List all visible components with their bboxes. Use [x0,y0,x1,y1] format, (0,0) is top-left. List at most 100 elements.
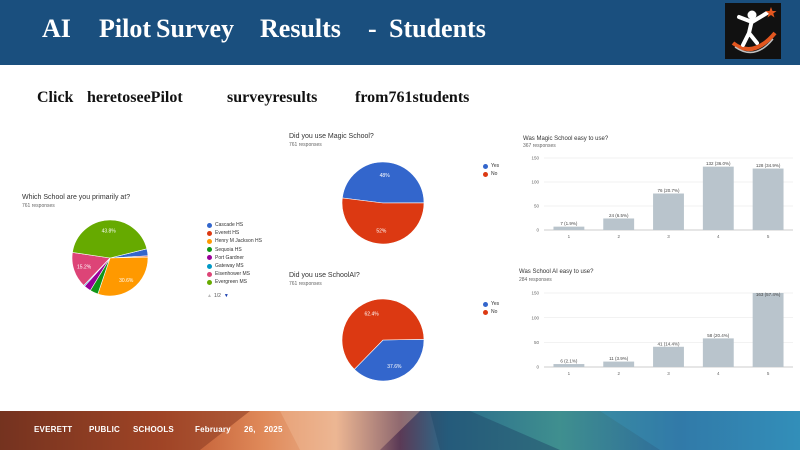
y-tick-label: 150 [531,156,539,161]
pie-slice-label: 30.6% [119,278,134,284]
legend-swatch [207,263,212,269]
bar [702,166,734,230]
chart-schoolai-pie: 37.6% 62.4% [341,298,425,382]
legend-item: Eisenhower MS [207,270,262,278]
legend-swatch [207,255,212,261]
pie-slice-0 [353,338,425,382]
chart-school-title: Which School are you primarily at? [22,194,131,201]
bar [553,226,585,230]
pie-slice-7 [72,220,148,259]
bar [702,338,734,367]
legend-swatch [207,238,212,244]
footer-word: February [195,425,231,434]
chart-schoolai-subtitle: 761 responses [289,281,322,287]
title-word: Survey [156,14,234,43]
chart-magic-pie: 48% 52% [341,161,425,245]
chart-magic-ease-title: Was Magic School easy to use? [523,136,609,142]
legend-swatch [483,309,488,315]
x-tick-label: 4 [717,371,720,376]
y-tick-label: 0 [536,365,539,370]
legend-label: Cascade HS [215,222,244,229]
chart-schoolai-title: Did you use SchoolAI? [289,272,360,279]
pager-prev-icon[interactable]: ▲ [207,293,212,299]
legend-label: Yes [491,163,500,170]
legend-item: Yes [483,162,499,170]
legend-swatch [207,230,212,236]
subtitle-word: surveyresults [227,89,318,106]
bar [752,293,784,367]
bar [553,364,585,367]
x-tick-label: 5 [767,234,770,239]
footer-word: SCHOOLS [133,425,174,434]
pie-slice-label: 43.8% [102,228,117,234]
header-bar [0,0,800,65]
footer-caption: EVERETT PUBLIC SCHOOLS February 26, 2025 [34,425,283,434]
subtitle-word: Click [37,89,74,106]
x-tick-label: 1 [568,234,571,239]
survey-link-text[interactable]: Click heretoseePilot surveyresults from7… [37,89,469,107]
footer-word: 2025 [264,425,283,434]
x-tick-label: 5 [767,371,770,376]
legend-label: Gateway MS [215,263,244,270]
legend-label: No [491,309,498,316]
bar [603,218,635,230]
chart-school-pie: 30.6% 15.2% 43.8% [71,220,149,297]
bar-value-label: 163 (57.4%) [756,292,781,297]
legend-label: Yes [491,301,500,308]
legend-swatch [483,301,488,307]
chart-schoolai-ease-bar: 0 50 100 150 6 (2.1%) 1 11 (3.9%) 2 41 (14.4%) 3 5… [531,291,793,376]
pie-slice-label: 37.6% [387,364,402,370]
y-tick-label: 100 [531,180,539,185]
chart-school-legend: Cascade HS Everett HS Henry M Jackson HS Se… [207,221,262,287]
logo-figure-icon [731,7,777,54]
footer-word: PUBLIC [89,425,120,434]
title-word: Results [260,14,341,43]
footer-word: 26, [244,425,256,434]
pie-slice-2 [97,256,149,297]
bar-value-label: 6 (2.1%) [560,359,578,364]
chart-magic-title: Did you use Magic School? [289,133,374,140]
pie-slice-label: 48% [380,173,391,179]
bar-value-label: 41 (14.4%) [657,341,680,346]
legend-item: No [483,170,499,178]
pie-slice-label: 15.2% [77,265,92,271]
chart-schoolai-ease-title: Was School AI easy to use? [519,269,594,275]
pie-slice-1 [341,197,425,245]
chart-magic-subtitle: 761 responses [289,142,322,148]
y-tick-label: 0 [536,228,539,233]
legend-label: No [491,171,498,178]
footer-word: EVERETT [34,425,73,434]
legend-label: Eisenhower MS [215,271,251,278]
bar [653,193,684,230]
chart-magic-ease-bar: 0 50 100 150 7 (1.9%) 1 24 (6.5%) 2 76 (20.7%) 3 1… [531,156,793,239]
legend-label: Everett HS [215,230,240,237]
legend-swatch [207,247,212,253]
legend-item: Sequoia HS [207,246,262,254]
bar-value-label: 128 (34.9%) [756,163,781,168]
x-tick-label: 4 [717,234,720,239]
legend-label: Henry M Jackson HS [215,238,262,245]
slide-title: AI Pilot Survey Results - Students [42,14,486,44]
pie-slice-1 [341,298,425,370]
title-word: Pilot [99,14,151,43]
bar-value-label: 58 (20.4%) [707,333,730,338]
title-word: Students [389,14,486,43]
chart-magic-ease-subtitle: 367 responses [523,143,556,149]
legend-item: Everett HS [207,229,262,237]
legend-pager: ▲ 1/2 ▼ [207,293,229,299]
bar [653,346,684,367]
legend-swatch [483,163,488,169]
legend-label: Port Gardner [215,254,244,261]
bar-value-label: 132 (36.0%) [706,161,731,166]
legend-item: Evergreen MS [207,278,262,286]
pager-next-icon[interactable]: ▼ [223,293,229,299]
title-word: - [368,14,377,43]
x-tick-label: 2 [617,371,620,376]
y-tick-label: 150 [531,291,539,296]
legend-item: Gateway MS [207,262,262,270]
pie-slice-label: 62.4% [365,311,380,317]
legend-label: Evergreen MS [215,279,247,286]
legend-swatch [207,271,212,277]
y-tick-label: 50 [534,340,540,345]
footer-banner [0,411,800,450]
